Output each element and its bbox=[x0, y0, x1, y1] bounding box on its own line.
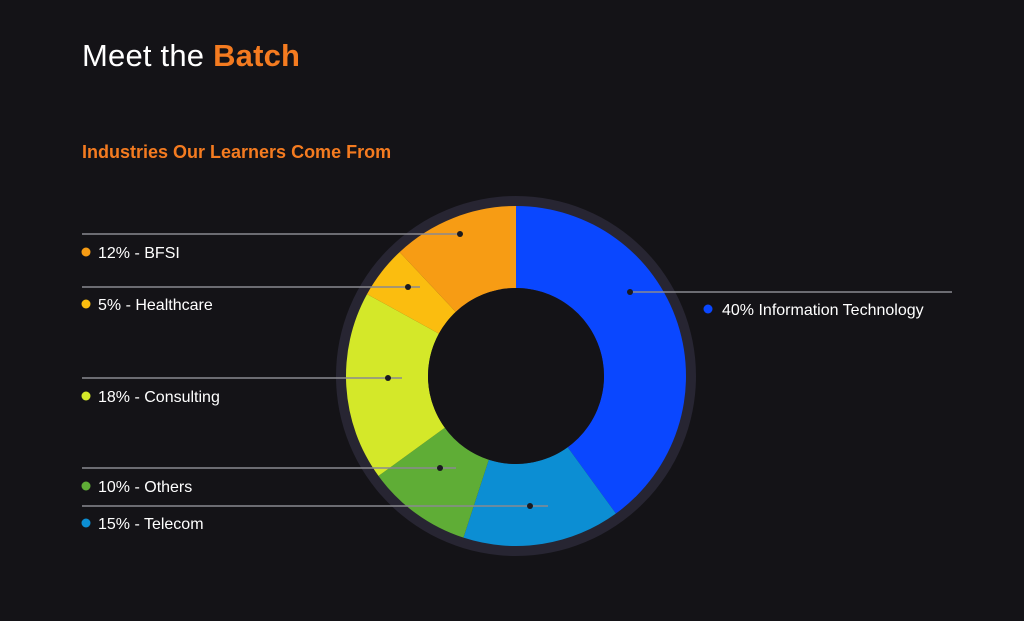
leader-anchor-consulting bbox=[385, 375, 391, 381]
slice-label-consulting: 18% - Consulting bbox=[98, 389, 220, 406]
slice-label-others: 10% - Others bbox=[98, 479, 192, 496]
page-title: Meet the Batch bbox=[82, 38, 300, 74]
slice-label-telecom: 15% - Telecom bbox=[98, 516, 204, 533]
slice-label-healthcare: 5% - Healthcare bbox=[98, 297, 213, 314]
slice-others bbox=[378, 427, 489, 538]
slice-consulting bbox=[346, 294, 445, 476]
chart-subtitle: Industries Our Learners Come From bbox=[82, 142, 392, 162]
legend-dot-telecom bbox=[81, 518, 91, 528]
title-prefix: Meet the bbox=[82, 38, 205, 73]
slice-telecom bbox=[463, 447, 616, 546]
title-accent: Batch bbox=[213, 38, 301, 73]
slice-bfsi bbox=[399, 206, 516, 312]
leader-anchor-bfsi bbox=[457, 231, 463, 237]
slice-label-information-technology: 40% Information Technology bbox=[722, 302, 924, 319]
legend-dot-consulting bbox=[81, 391, 91, 401]
leader-anchor-others bbox=[437, 465, 443, 471]
legend-dot-healthcare bbox=[81, 299, 91, 309]
donut-hole bbox=[428, 288, 604, 464]
legend-dot-bfsi bbox=[81, 247, 91, 257]
legend-dot-information-technology bbox=[703, 304, 713, 314]
slice-label-bfsi: 12% - BFSI bbox=[98, 245, 180, 262]
legend-dot-others bbox=[81, 481, 91, 491]
leader-anchor-telecom bbox=[527, 503, 533, 509]
slice-healthcare bbox=[367, 252, 456, 334]
slice-information-technology bbox=[516, 206, 686, 514]
leader-anchor-information-technology bbox=[627, 289, 633, 295]
leader-anchor-healthcare bbox=[405, 284, 411, 290]
